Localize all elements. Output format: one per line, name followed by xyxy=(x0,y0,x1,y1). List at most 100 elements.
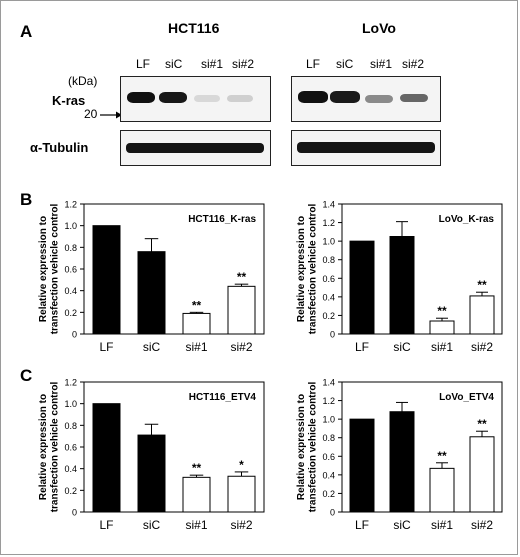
row-label-kras: K-ras xyxy=(52,93,86,108)
y-tick-label: 1.2 xyxy=(322,396,335,406)
bar-si2 xyxy=(227,285,256,335)
blot-lovo-tubulin xyxy=(291,130,441,166)
y-tick-label: 0.8 xyxy=(64,243,77,253)
bar-lf xyxy=(92,225,121,335)
plot-frame xyxy=(341,203,503,335)
chart-title: HCT116_ETV4 xyxy=(189,392,257,403)
lane-label-lovo-sic: siC xyxy=(336,57,354,71)
bar-lf xyxy=(92,403,121,513)
y-tick-label: 0.6 xyxy=(322,452,335,462)
significance-marker: ** xyxy=(192,298,202,312)
panel-label-b: B xyxy=(20,190,33,209)
y-tick-label: 0 xyxy=(72,508,77,518)
panel-label-c: C xyxy=(20,366,33,385)
x-tick-label: si#2 xyxy=(471,340,493,354)
y-tick-label: 0 xyxy=(330,330,335,340)
bar-si1 xyxy=(429,320,455,335)
y-tick-label: 1.0 xyxy=(322,415,335,425)
panel-label-a: A xyxy=(20,22,33,41)
x-tick-label: LF xyxy=(355,340,369,354)
bar-sic xyxy=(389,411,415,513)
x-tick-label: LF xyxy=(355,518,369,532)
lane-label-lovo-si1: si#1 xyxy=(370,57,393,71)
plot-frame xyxy=(341,381,503,513)
bar-sic xyxy=(137,251,166,335)
x-tick-label: siC xyxy=(143,340,161,354)
bar-lf xyxy=(349,418,375,513)
y-tick-label: 1.4 xyxy=(322,378,335,388)
kda-label: (kDa) xyxy=(68,74,98,88)
lane-label-hct116-sic: siC xyxy=(165,57,183,71)
lane-label-hct116-si1: si#1 xyxy=(201,57,224,71)
bar-si2 xyxy=(469,436,495,513)
x-tick-label: siC xyxy=(393,340,411,354)
bar-si1 xyxy=(182,312,211,335)
significance-marker: ** xyxy=(192,461,202,475)
x-tick-label: LF xyxy=(99,340,113,354)
chart-title: LoVo_ETV4 xyxy=(439,392,494,403)
y-tick-label: 0.2 xyxy=(322,489,335,499)
chart-title: LoVo_K-ras xyxy=(439,214,495,225)
y-tick-label: 1.2 xyxy=(322,218,335,228)
significance-marker: ** xyxy=(437,304,447,318)
marker-arrow-icon xyxy=(100,111,122,119)
x-tick-label: si#2 xyxy=(230,340,252,354)
band-lovo-sic xyxy=(330,91,360,103)
y-tick-label: 0.6 xyxy=(64,443,77,453)
y-tick-label: 0.2 xyxy=(64,486,77,496)
y-tick-label: 0.2 xyxy=(64,308,77,318)
x-tick-label: si#2 xyxy=(471,518,493,532)
x-tick-label: si#1 xyxy=(431,340,453,354)
chart-title: HCT116_K-ras xyxy=(188,214,256,225)
x-tick-label: LF xyxy=(99,518,113,532)
bar-si1 xyxy=(182,476,211,513)
band-hct116-lf xyxy=(127,92,155,103)
y-axis-label: Relative expression totransfection vehic… xyxy=(296,381,319,512)
y-tick-label: 0.8 xyxy=(322,255,335,265)
x-tick-label: si#1 xyxy=(185,340,207,354)
lane-label-hct116-lf: LF xyxy=(136,57,151,71)
y-tick-label: 0.4 xyxy=(64,286,77,296)
marker-label-20: 20 xyxy=(84,107,98,121)
y-axis-label: Relative expression totransfection vehic… xyxy=(38,203,61,334)
band-lovo-si1 xyxy=(365,95,393,103)
blot-lovo-kras xyxy=(291,76,441,122)
significance-marker: ** xyxy=(477,417,487,431)
x-tick-label: si#1 xyxy=(431,518,453,532)
band-lovo-lf xyxy=(298,91,328,103)
y-axis-label: Relative expression totransfection vehic… xyxy=(296,203,319,334)
y-tick-label: 1.2 xyxy=(64,378,77,388)
y-tick-label: 0 xyxy=(72,330,77,340)
significance-marker: ** xyxy=(437,449,447,463)
y-tick-label: 0.4 xyxy=(322,470,335,480)
lane-label-lovo-lf: LF xyxy=(306,57,321,71)
significance-marker: * xyxy=(239,458,244,472)
y-tick-label: 1.2 xyxy=(64,200,77,210)
y-tick-label: 0.6 xyxy=(322,274,335,284)
y-tick-label: 1.0 xyxy=(322,237,335,247)
bar-si1 xyxy=(429,467,455,513)
band-hct116-si2 xyxy=(227,95,253,102)
bar-si2 xyxy=(227,475,256,513)
blot-hct116-kras xyxy=(120,76,271,122)
bar-sic xyxy=(137,434,166,513)
x-tick-label: siC xyxy=(143,518,161,532)
x-tick-label: siC xyxy=(393,518,411,532)
bar-lf xyxy=(349,240,375,335)
lane-label-lovo-si2: si#2 xyxy=(402,57,425,71)
bar-sic xyxy=(389,236,415,335)
y-tick-label: 0.8 xyxy=(64,421,77,431)
band-hct116-tubulin xyxy=(126,143,264,153)
cell-line-hct116: HCT116 xyxy=(168,20,220,36)
band-lovo-si2 xyxy=(400,94,428,102)
significance-marker: ** xyxy=(477,278,487,292)
y-tick-label: 0.6 xyxy=(64,265,77,275)
bar-si2 xyxy=(469,295,495,335)
band-hct116-sic xyxy=(159,92,187,103)
y-tick-label: 0.4 xyxy=(322,292,335,302)
y-tick-label: 0.4 xyxy=(64,464,77,474)
